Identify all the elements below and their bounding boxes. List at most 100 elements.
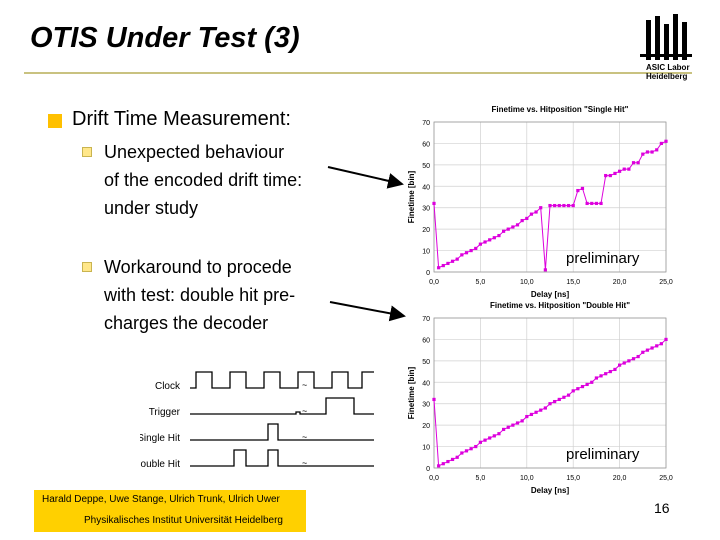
- data-point: [562, 395, 566, 399]
- data-point: [529, 212, 534, 216]
- data-point: [455, 455, 459, 459]
- data-point: [483, 438, 487, 442]
- data-point: [534, 410, 538, 414]
- data-point: [590, 201, 594, 206]
- data-point: [455, 257, 459, 261]
- data-point: [469, 248, 473, 253]
- data-point: [437, 266, 441, 270]
- data-point: [645, 150, 650, 154]
- timing-label-clock: Clock: [155, 381, 181, 392]
- data-point: [548, 402, 552, 406]
- data-point: [636, 161, 640, 165]
- data-point: [488, 436, 492, 440]
- data-point: [594, 201, 598, 206]
- data-point: [474, 444, 478, 449]
- x-tick-label: 20,0: [613, 475, 627, 482]
- data-point: [613, 367, 617, 372]
- data-point: [529, 412, 534, 417]
- y-axis-label: Finetime [bin]: [407, 366, 416, 419]
- data-point: [618, 363, 622, 367]
- y-tick-label: 0: [426, 270, 430, 277]
- y-tick-label: 60: [422, 337, 430, 344]
- timing-diagram: Clock Trigger Single Hit Double Hit ~ ~ …: [140, 371, 374, 470]
- data-point: [659, 141, 663, 146]
- timing-label-double-hit: Double Hit: [140, 459, 180, 470]
- y-tick-label: 10: [422, 445, 430, 452]
- x-tick-label: 0,0: [429, 475, 439, 482]
- data-point: [576, 188, 580, 193]
- preliminary-label-single-hit: preliminary: [566, 250, 640, 267]
- bullet-text-workaround: Workaround to procede with test: double …: [104, 253, 295, 337]
- data-point: [497, 233, 501, 238]
- timing-break-mark: ~: [302, 458, 307, 468]
- x-tick-label: 15,0: [566, 279, 580, 286]
- timing-label-single-hit: Single Hit: [140, 433, 180, 444]
- chart-title: Finetime vs. Hitposition "Double Hit": [490, 301, 630, 310]
- data-point: [608, 173, 612, 178]
- data-point: [483, 240, 487, 244]
- y-tick-label: 60: [422, 141, 430, 148]
- data-point: [450, 259, 455, 263]
- data-point: [543, 268, 547, 272]
- y-tick-label: 40: [422, 184, 430, 191]
- double-hit-wave: [190, 449, 374, 467]
- data-point: [608, 369, 612, 374]
- data-point: [553, 203, 557, 208]
- data-point: [641, 350, 645, 354]
- data-point: [492, 434, 496, 438]
- y-tick-label: 50: [422, 359, 430, 366]
- timing-break-mark: ~: [302, 380, 307, 390]
- data-point: [553, 399, 557, 404]
- plot-frame: [433, 121, 667, 273]
- data-point: [515, 223, 520, 227]
- data-point: [650, 346, 654, 350]
- sub-bullet-icon: [82, 262, 92, 272]
- data-point: [460, 451, 464, 455]
- data-point: [502, 427, 506, 432]
- data-point: [511, 225, 515, 229]
- data-point: [441, 462, 445, 466]
- x-tick-label: 20,0: [613, 279, 627, 286]
- y-tick-label: 30: [422, 402, 430, 409]
- data-point: [432, 397, 436, 402]
- data-point: [590, 380, 594, 384]
- plot-frame: [433, 317, 667, 469]
- data-point: [464, 449, 469, 453]
- x-axis-label: Delay [ns]: [531, 486, 570, 495]
- data-point: [506, 227, 510, 231]
- x-tick-label: 25,0: [659, 279, 673, 286]
- y-tick-label: 70: [422, 120, 430, 127]
- data-point: [543, 406, 547, 410]
- bullet-line: Unexpected behaviour: [104, 142, 285, 162]
- data-point: [585, 382, 589, 387]
- preliminary-label-double-hit: preliminary: [566, 446, 640, 463]
- arrow-to-double-hit-chart: [329, 301, 406, 322]
- data-point: [664, 337, 668, 342]
- section-heading: Drift Time Measurement:: [72, 108, 291, 130]
- footer-box: [34, 490, 306, 532]
- x-tick-label: 10,0: [520, 279, 534, 286]
- data-point: [520, 419, 524, 423]
- bullet-text-unexpected: Unexpected behaviour of the encoded drif…: [104, 138, 302, 222]
- data-point: [613, 171, 617, 176]
- data-point: [488, 238, 492, 242]
- data-point: [478, 242, 482, 246]
- chart-title: Finetime vs. Hitposition "Single Hit": [492, 105, 629, 114]
- y-axis-label: Finetime [bin]: [407, 170, 416, 223]
- data-point: [539, 206, 543, 210]
- data-point: [539, 408, 543, 412]
- y-tick-label: 10: [422, 249, 430, 256]
- timing-break-mark: ~: [302, 406, 307, 416]
- data-point: [655, 344, 659, 348]
- timing-label-trigger: Trigger: [149, 407, 181, 418]
- title-underline: [24, 72, 692, 74]
- single-hit-wave: [190, 423, 374, 441]
- data-point: [622, 167, 626, 171]
- arrow-to-single-hit-chart: [327, 166, 404, 189]
- data-point: [506, 425, 510, 429]
- data-point: [604, 372, 608, 376]
- sub-bullet-icon: [82, 147, 92, 157]
- data-point: [525, 414, 529, 419]
- x-tick-label: 10,0: [520, 475, 534, 482]
- data-point: [627, 167, 631, 171]
